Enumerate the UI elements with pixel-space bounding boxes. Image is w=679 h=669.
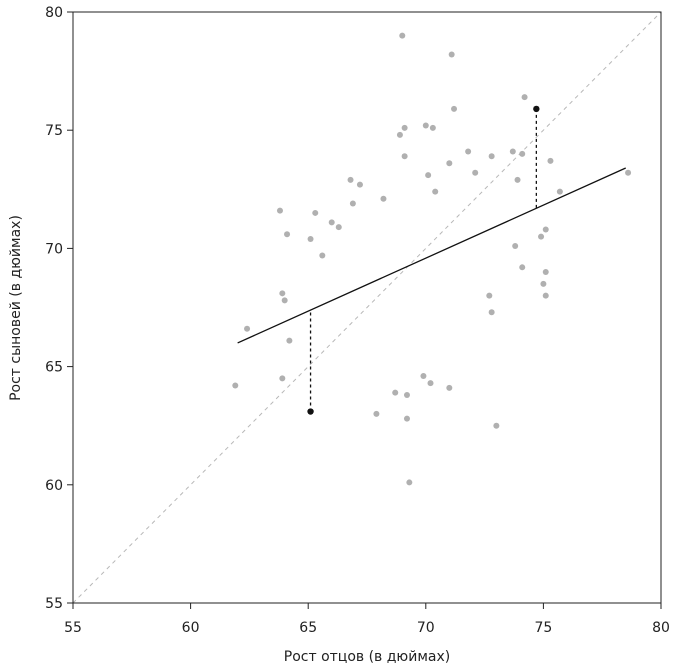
y-tick-label: 55 [45, 596, 63, 612]
data-point [276, 207, 283, 214]
data-point [279, 375, 286, 382]
data-point [356, 181, 363, 188]
data-point [281, 297, 288, 304]
y-tick-label: 80 [45, 5, 63, 21]
data-point [427, 380, 434, 387]
data-point [521, 94, 528, 101]
data-point [486, 292, 493, 299]
data-point [519, 150, 526, 157]
data-point [279, 290, 286, 297]
data-point [542, 292, 549, 299]
data-point [347, 176, 354, 183]
regression-line [237, 167, 626, 344]
data-point [286, 337, 293, 344]
data-point [538, 233, 545, 240]
data-point [380, 195, 387, 202]
data-point [519, 264, 526, 271]
y-tick-label: 70 [45, 241, 63, 257]
data-point [403, 415, 410, 422]
data-point [472, 169, 479, 176]
data-point [307, 235, 314, 242]
x-tick-label: 55 [64, 620, 82, 636]
data-point [401, 153, 408, 160]
identity-line [72, 11, 662, 604]
data-point [429, 124, 436, 131]
x-tick-label: 75 [534, 620, 552, 636]
data-point [625, 169, 632, 176]
data-point [488, 309, 495, 316]
data-point [542, 226, 549, 233]
data-point [547, 157, 554, 164]
highlighted-point [533, 105, 540, 113]
highlighted-point [307, 408, 314, 415]
data-point [396, 131, 403, 138]
y-tick-label: 60 [45, 478, 63, 494]
data-point [349, 200, 356, 207]
data-point [451, 105, 458, 112]
data-point [319, 252, 326, 259]
x-tick-label: 70 [417, 620, 435, 636]
data-point [373, 410, 380, 417]
data-point [556, 188, 563, 195]
data-point [425, 172, 432, 179]
data-point [401, 124, 408, 131]
data-point [312, 209, 319, 216]
data-point [422, 122, 429, 129]
data-point [446, 160, 453, 167]
data-point [328, 219, 335, 226]
data-point [540, 280, 547, 287]
data-point [403, 391, 410, 398]
data-point [512, 243, 519, 250]
data-point [542, 269, 549, 276]
data-point [284, 231, 291, 238]
data-point [509, 148, 516, 155]
data-point [232, 382, 239, 389]
data-point [448, 51, 455, 58]
data-point [465, 148, 472, 155]
x-tick-label: 65 [299, 620, 317, 636]
data-point [420, 373, 427, 380]
x-tick-label: 80 [652, 620, 670, 636]
y-tick-label: 75 [45, 123, 63, 139]
y-axis-title: Рост сыновей (в дюймах) [8, 215, 24, 401]
data-point [406, 479, 413, 486]
data-point [244, 325, 251, 332]
data-point [392, 389, 399, 396]
y-tick-label: 65 [45, 360, 63, 376]
data-point [493, 422, 500, 429]
data-point [335, 224, 342, 231]
data-point [514, 176, 521, 183]
data-point [446, 384, 453, 391]
data-point [432, 188, 439, 195]
plot-frame [72, 11, 662, 604]
x-tick-label: 60 [182, 620, 200, 636]
data-point [488, 153, 495, 160]
x-axis-title: Рост отцов (в дюймах) [284, 649, 450, 665]
data-point [399, 32, 406, 39]
